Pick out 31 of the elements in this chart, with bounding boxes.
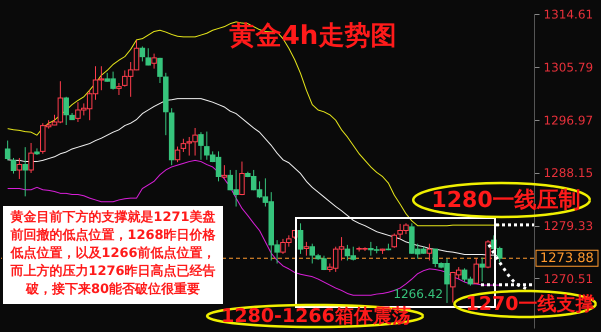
- candlestick: [239, 161, 245, 196]
- y-tick-label: 1314.61: [544, 8, 594, 22]
- candlestick: [151, 53, 157, 70]
- candlestick: [4, 140, 10, 161]
- y-tick-label: 1288.15: [544, 166, 594, 180]
- candlestick: [140, 46, 146, 62]
- candlestick: [28, 142, 34, 174]
- candlestick: [174, 146, 180, 163]
- annotation: 1280一线压制: [431, 188, 581, 213]
- candlestick: [22, 146, 28, 197]
- candlestick: [198, 132, 204, 160]
- candlestick: [304, 241, 310, 256]
- candlestick: [116, 82, 122, 96]
- y-tick-label: 1296.97: [544, 113, 594, 128]
- candlestick: [479, 256, 485, 282]
- annotation: 黄金目前下方的支撑就是1271美盘前回撤的低点位置，1268昨日价格低点位置，以及1266前低点位置，而上方的压力1276昨日高点已经告破，接下来80能否破位很重要: [9, 209, 217, 297]
- y-tick-label: 1305.79: [544, 60, 594, 74]
- candlestick: [392, 233, 398, 248]
- candlestick: [10, 157, 16, 174]
- candlestick: [16, 157, 22, 180]
- y-tick-label: 1270.51: [544, 272, 594, 286]
- candlestick: [426, 243, 432, 261]
- candlestick: [474, 258, 480, 284]
- annotation: 1270一线支撑: [466, 293, 594, 315]
- candlestick: [222, 164, 228, 179]
- ref-line-label: 1273.88: [540, 251, 594, 266]
- annotation: 1266.42: [393, 286, 443, 301]
- candlestick: [298, 222, 304, 254]
- annotation: 1280-1266箱体震荡: [221, 305, 411, 327]
- y-tick-label: 1279.33: [544, 219, 594, 234]
- candlestick: [145, 48, 151, 66]
